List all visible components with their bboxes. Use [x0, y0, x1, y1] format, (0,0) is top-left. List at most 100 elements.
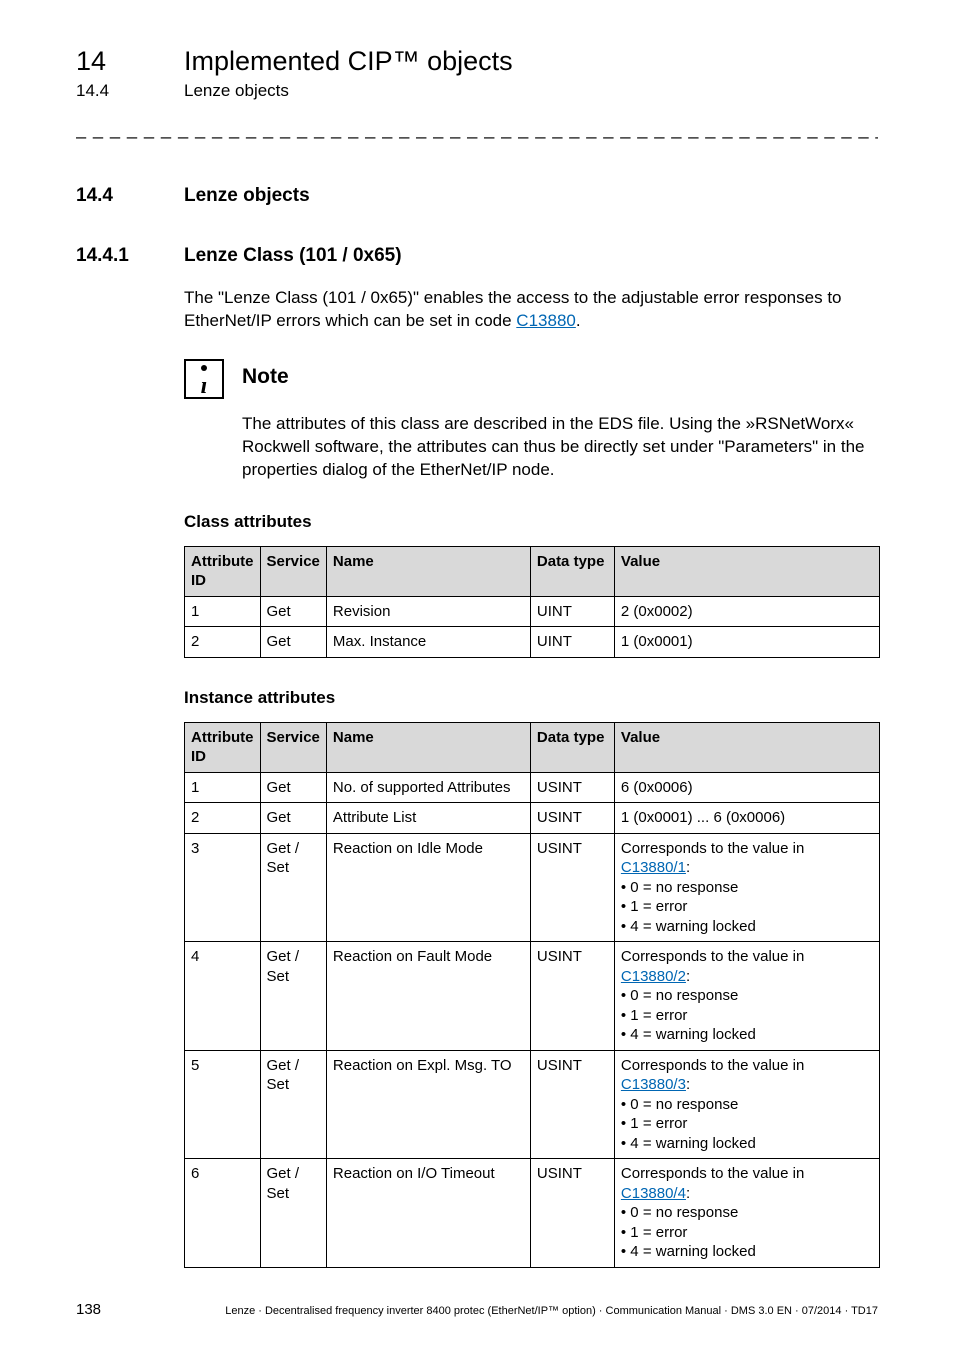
th-name: Name: [326, 546, 530, 596]
table-cell: Attribute List: [326, 803, 530, 834]
table-cell: Reaction on I/O Timeout: [326, 1159, 530, 1268]
table-cell: Get / Set: [260, 1050, 326, 1159]
table-cell: 1 (0x0001): [614, 627, 879, 658]
instance-attributes-title: Instance attributes: [184, 688, 878, 708]
table-cell: USINT: [530, 833, 614, 942]
table-cell: 2: [185, 627, 261, 658]
table-row: 5Get / SetReaction on Expl. Msg. TOUSINT…: [185, 1050, 880, 1159]
th-data-type: Data type: [530, 546, 614, 596]
value-text: Corresponds to the value in: [621, 1165, 804, 1182]
th-value: Value: [614, 722, 879, 772]
table-cell: Reaction on Fault Mode: [326, 942, 530, 1051]
section-title-top: Lenze objects: [184, 81, 289, 100]
value-bullet: • 4 = warning locked: [621, 1243, 756, 1260]
th-data-type: Data type: [530, 722, 614, 772]
table-cell: Get: [260, 803, 326, 834]
page-number: 138: [76, 1301, 101, 1318]
table-cell: 4: [185, 942, 261, 1051]
table-cell: Get: [260, 596, 326, 627]
section-1441-intro: The "Lenze Class (101 / 0x65)" enables t…: [184, 287, 878, 333]
section-144-title: Lenze objects: [184, 185, 310, 206]
table-cell: 6: [185, 1159, 261, 1268]
page-footer: 138 Lenze · Decentralised frequency inve…: [76, 1301, 878, 1318]
value-code-link[interactable]: C13880/1: [621, 859, 686, 876]
table-cell: Reaction on Idle Mode: [326, 833, 530, 942]
table-cell: USINT: [530, 1159, 614, 1268]
table-cell-value: 1 (0x0001) ... 6 (0x0006): [614, 803, 879, 834]
value-code-link[interactable]: C13880/2: [621, 968, 686, 985]
table-cell: USINT: [530, 772, 614, 803]
table-cell-value: Corresponds to the value in C13880/3: • …: [614, 1050, 879, 1159]
table-row: 2GetAttribute ListUSINT1 (0x0001) ... 6 …: [185, 803, 880, 834]
value-bullet: • 0 = no response: [621, 1096, 738, 1113]
table-cell: Get / Set: [260, 942, 326, 1051]
value-bullet: • 0 = no response: [621, 879, 738, 896]
table-cell: 3: [185, 833, 261, 942]
table-cell: Revision: [326, 596, 530, 627]
value-text: :: [686, 1076, 690, 1093]
section-144-num: 14.4: [76, 185, 184, 207]
table-cell: 1: [185, 772, 261, 803]
table-cell: USINT: [530, 803, 614, 834]
class-attributes-table: Attribute ID Service Name Data type Valu…: [184, 546, 880, 658]
table-cell: USINT: [530, 1050, 614, 1159]
table-cell: Get: [260, 772, 326, 803]
value-code-link[interactable]: C13880/3: [621, 1076, 686, 1093]
th-name: Name: [326, 722, 530, 772]
table-cell: Reaction on Expl. Msg. TO: [326, 1050, 530, 1159]
th-value: Value: [614, 546, 879, 596]
table-cell: 2: [185, 803, 261, 834]
table-row: 1GetRevisionUINT2 (0x0002): [185, 596, 880, 627]
value-bullet: • 4 = warning locked: [621, 1026, 756, 1043]
separator-dashline: _ _ _ _ _ _ _ _ _ _ _ _ _ _ _ _ _ _ _ _ …: [76, 119, 878, 141]
section-1441-heading: 14.4.1Lenze Class (101 / 0x65): [76, 245, 878, 267]
value-text: :: [686, 1185, 690, 1202]
table-cell: USINT: [530, 942, 614, 1051]
table-row: 3Get / SetReaction on Idle ModeUSINTCorr…: [185, 833, 880, 942]
value-text: Corresponds to the value in: [621, 948, 804, 965]
table-cell: Max. Instance: [326, 627, 530, 658]
section-number-top: 14.4: [76, 81, 184, 101]
value-code-link[interactable]: C13880/4: [621, 1185, 686, 1202]
table-row: 2GetMax. InstanceUINT1 (0x0001): [185, 627, 880, 658]
note-body: The attributes of this class are describ…: [242, 413, 878, 482]
chapter-number: 14: [76, 46, 184, 77]
value-text: Corresponds to the value in: [621, 1057, 804, 1074]
table-cell-value: Corresponds to the value in C13880/1: • …: [614, 833, 879, 942]
value-text: :: [686, 968, 690, 985]
table-cell-value: Corresponds to the value in C13880/4: • …: [614, 1159, 879, 1268]
footer-text: Lenze · Decentralised frequency inverter…: [225, 1305, 878, 1317]
table-cell: UINT: [530, 596, 614, 627]
value-text: :: [686, 859, 690, 876]
value-bullet: • 1 = error: [621, 1115, 688, 1132]
table-cell: UINT: [530, 627, 614, 658]
value-bullet: • 0 = no response: [621, 987, 738, 1004]
intro-code-link[interactable]: C13880: [516, 311, 576, 330]
chapter-heading: 14Implemented CIP™ objects: [76, 46, 878, 77]
section-heading-top: 14.4Lenze objects: [76, 81, 878, 101]
section-1441-num: 14.4.1: [76, 245, 184, 267]
table-row: 6Get / SetReaction on I/O TimeoutUSINTCo…: [185, 1159, 880, 1268]
instance-attributes-table: Attribute ID Service Name Data type Valu…: [184, 722, 880, 1268]
th-attr-id: Attribute ID: [185, 546, 261, 596]
section-1441-title: Lenze Class (101 / 0x65): [184, 245, 402, 266]
class-attributes-title: Class attributes: [184, 512, 878, 532]
table-row: 1GetNo. of supported AttributesUSINT6 (0…: [185, 772, 880, 803]
value-text: Corresponds to the value in: [621, 840, 804, 857]
table-cell-value: Corresponds to the value in C13880/2: • …: [614, 942, 879, 1051]
chapter-title: Implemented CIP™ objects: [184, 46, 513, 76]
th-service: Service: [260, 546, 326, 596]
table-cell: Get / Set: [260, 833, 326, 942]
value-bullet: • 4 = warning locked: [621, 1135, 756, 1152]
value-bullet: • 4 = warning locked: [621, 918, 756, 935]
value-bullet: • 1 = error: [621, 1007, 688, 1024]
table-cell: Get: [260, 627, 326, 658]
value-bullet: • 0 = no response: [621, 1204, 738, 1221]
table-cell: 1: [185, 596, 261, 627]
table-header-row: Attribute ID Service Name Data type Valu…: [185, 546, 880, 596]
table-cell: No. of supported Attributes: [326, 772, 530, 803]
value-bullet: • 1 = error: [621, 1224, 688, 1241]
intro-text-a: The "Lenze Class (101 / 0x65)" enables t…: [184, 288, 842, 330]
table-cell: 5: [185, 1050, 261, 1159]
table-cell: 2 (0x0002): [614, 596, 879, 627]
